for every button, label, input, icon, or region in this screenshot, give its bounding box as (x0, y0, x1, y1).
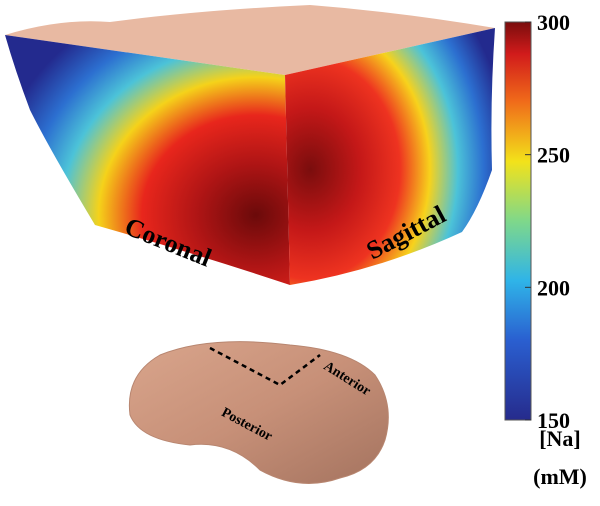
colorbar-unit: (mM) (533, 464, 587, 489)
top-surface (5, 5, 495, 75)
coronal-face (5, 35, 290, 285)
sagittal-face (285, 28, 495, 285)
colorbar (504, 21, 532, 421)
cut-line (209, 346, 321, 387)
brain-surface (128, 341, 389, 484)
tick-label: 300 (537, 10, 570, 35)
tick-label: 150 (537, 408, 570, 433)
colorbar-ticks: 150 200 250 300 (525, 10, 570, 433)
tick-label: 250 (537, 143, 570, 168)
tick-label: 200 (537, 275, 570, 300)
colorbar-label: [Na] (539, 426, 581, 451)
